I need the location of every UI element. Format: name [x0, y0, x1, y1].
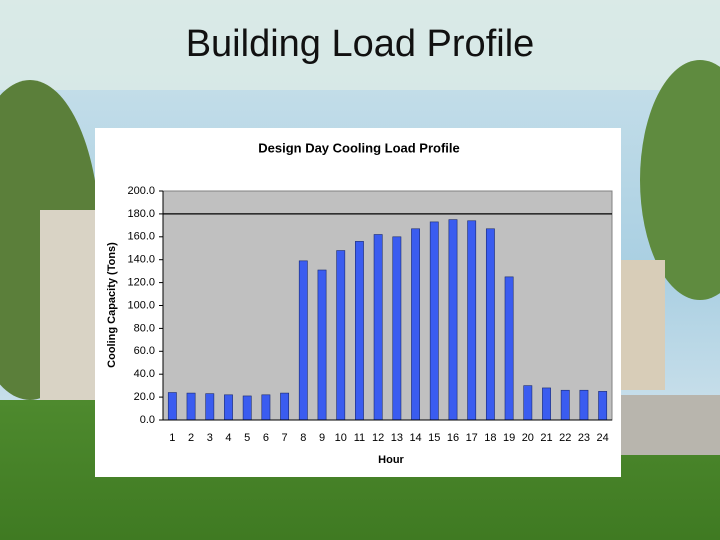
bar: [261, 394, 271, 421]
x-tick-label: 4: [225, 432, 231, 444]
x-tick-label: 16: [447, 432, 459, 444]
x-tick-label: 1: [169, 432, 175, 444]
chart-title: Design Day Cooling Load Profile: [258, 140, 460, 155]
y-tick-label: 40.0: [134, 368, 155, 380]
bar: [298, 260, 308, 421]
bar: [411, 228, 420, 421]
y-tick-label: 120.0: [127, 277, 155, 289]
bar: [448, 219, 458, 421]
bar: [598, 391, 608, 421]
x-tick-label: 21: [540, 432, 552, 444]
x-tick-label: 24: [597, 432, 609, 444]
plot: 0.0 20.0 40.0 60.0 80.0 100.0 120.0 140.0 160.0 1…: [127, 185, 613, 444]
bar: [280, 392, 290, 421]
x-tick-label: 10: [335, 432, 347, 444]
y-tick-label: 200.0: [127, 185, 155, 197]
x-tick-label: 22: [559, 432, 571, 444]
bar: [186, 392, 196, 421]
bar: [429, 221, 439, 421]
x-tick-label: 15: [428, 432, 440, 444]
slide-title: Building Load Profile: [186, 23, 535, 65]
bar: [205, 393, 215, 421]
x-tick-label: 14: [409, 432, 421, 444]
bar: [242, 395, 252, 421]
x-tick-label: 3: [207, 432, 213, 444]
bar: [579, 389, 589, 421]
x-tick-label: 19: [503, 432, 515, 444]
bar: [467, 220, 477, 421]
tree: [640, 60, 720, 300]
bar: [504, 276, 514, 421]
y-tick-label: 100.0: [127, 299, 155, 311]
bar: [224, 394, 233, 421]
x-tick-label: 6: [263, 432, 269, 444]
y-tick-label: 180.0: [127, 208, 155, 220]
x-tick-label: 20: [522, 432, 534, 444]
x-axis-label: Hour: [378, 454, 404, 466]
x-tick-label: 18: [484, 432, 496, 444]
bar: [392, 236, 402, 421]
y-tick-label: 140.0: [127, 254, 155, 266]
y-axis-label: Cooling Capacity (Tons): [106, 242, 118, 368]
y-tick-label: 0.0: [140, 414, 155, 426]
title-band: [0, 0, 720, 90]
y-tick-label: 20.0: [134, 391, 155, 403]
x-tick-label: 23: [578, 432, 590, 444]
bar: [373, 234, 383, 421]
x-tick-label: 5: [244, 432, 250, 444]
plot-area: [162, 190, 613, 421]
bar: [560, 389, 570, 421]
building: [40, 210, 100, 400]
x-tick-label: 8: [300, 432, 306, 444]
bar: [317, 269, 327, 421]
bar: [523, 385, 533, 421]
building: [620, 260, 665, 390]
x-tick-label: 12: [372, 432, 384, 444]
x-tick-label: 9: [319, 432, 325, 444]
y-tick-label: 80.0: [134, 322, 155, 334]
bar: [355, 241, 364, 421]
y-tick-label: 60.0: [134, 345, 155, 357]
x-tick-label: 2: [188, 432, 194, 444]
x-tick-label: 17: [466, 432, 478, 444]
y-tick-label: 160.0: [127, 231, 155, 243]
x-tick-label: 13: [391, 432, 403, 444]
x-tick-label: 11: [354, 432, 365, 444]
bar: [542, 387, 551, 421]
road: [620, 395, 720, 455]
bar: [485, 228, 495, 421]
bar: [336, 250, 346, 421]
x-tick-label: 7: [282, 432, 288, 444]
bar: [167, 392, 177, 421]
